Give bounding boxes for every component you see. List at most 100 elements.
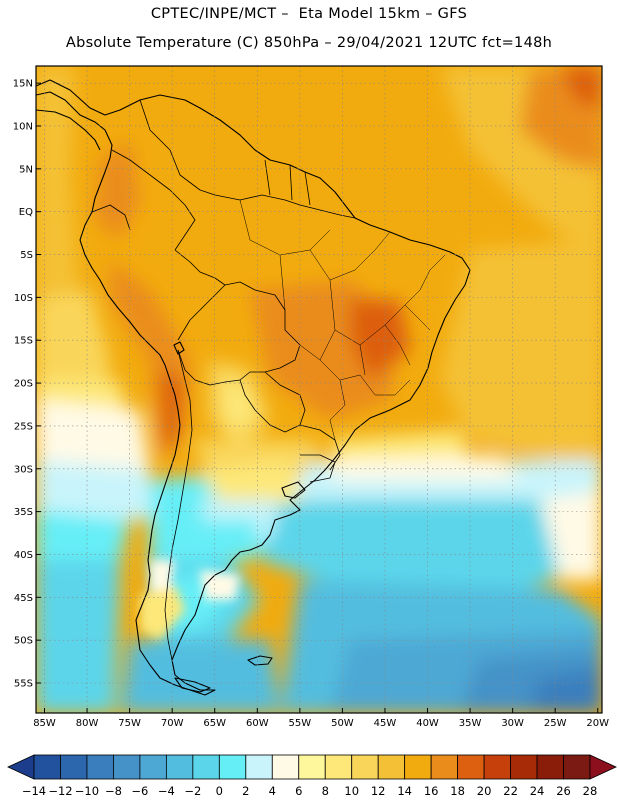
- lat-tick-label: 5N: [19, 164, 33, 175]
- lat-tick-label: 55S: [14, 679, 33, 690]
- colorbar-label: 2: [242, 784, 249, 798]
- border-bolivia: [177, 281, 301, 386]
- border-peru-brazil: [174, 249, 226, 286]
- lat-tick-label: 15S: [14, 336, 33, 347]
- colorbar-swatch: [298, 754, 326, 780]
- colorbar-swatch: [457, 754, 485, 780]
- colorbar-swatch: [271, 754, 300, 780]
- lon-tick-label: 50W: [331, 718, 354, 729]
- colorbar-label: 0: [216, 784, 223, 798]
- map-frame: [35, 65, 603, 714]
- colorbar-swatch: [377, 754, 406, 780]
- lon-tick-label: 30W: [501, 718, 524, 729]
- lon-tick-label: 75W: [118, 718, 141, 729]
- border-brazil-states: [239, 199, 446, 441]
- colorbar-label: 14: [397, 784, 412, 798]
- colorbar-swatch: [86, 754, 114, 780]
- chart-title-line2: Absolute Temperature (C) 850hPa – 29/04/…: [65, 35, 553, 51]
- colorbar-swatch: [165, 754, 194, 780]
- colorbar-label: 12: [371, 784, 386, 798]
- colorbar-label: −8: [105, 784, 122, 798]
- lat-tick-label: 35S: [14, 507, 33, 518]
- lat-tick-label: 20S: [14, 379, 33, 390]
- lat-tick-label: 25S: [14, 421, 33, 432]
- colorbar-high-arrow: [589, 754, 617, 780]
- colorbar-swatch: [351, 754, 379, 780]
- colorbar-label: 16: [424, 784, 439, 798]
- colorbar-swatch: [218, 754, 247, 780]
- colorbar-label: −12: [48, 784, 72, 798]
- colorbar-label: 18: [450, 784, 465, 798]
- border-venezuela-brazil: [214, 194, 356, 219]
- border-colombia-peru: [111, 149, 196, 251]
- border-guianas: [264, 159, 311, 206]
- lat-tick-label: 10N: [13, 121, 33, 132]
- colorbar-label: −2: [184, 784, 201, 798]
- colorbar-labels: −14 −12 −10 −8 −6 −4 −2 0 2 4 6 8 10 12 14 16 18 20 22 24 26…: [22, 784, 597, 798]
- colorbar-swatch: [404, 754, 432, 780]
- border-colombia-venezuela: [139, 99, 216, 196]
- temperature-field: [36, 66, 602, 713]
- tierra-del-fuego: [174, 677, 211, 693]
- lake-titicaca: [173, 341, 185, 355]
- lat-tick-label: 50S: [14, 636, 33, 647]
- colorbar-label: 24: [530, 784, 545, 798]
- colorbar-swatch: [324, 754, 353, 780]
- lat-tick-label: 5S: [20, 250, 33, 261]
- colorbar-label: 26: [556, 784, 571, 798]
- colorbar: [7, 754, 617, 780]
- colorbar-label: 6: [295, 784, 302, 798]
- lat-tick-label: 30S: [14, 464, 33, 475]
- lat-tick-label: EQ: [19, 207, 33, 218]
- colorbar-swatch: [33, 754, 61, 780]
- colorbar-swatch: [483, 754, 511, 780]
- lon-tick-label: 55W: [289, 718, 312, 729]
- colorbar-label: 20: [477, 784, 492, 798]
- lon-tick-label: 70W: [161, 718, 184, 729]
- lon-tick-label: 35W: [459, 718, 482, 729]
- colorbar-label: −10: [75, 784, 99, 798]
- colorbar-swatch: [563, 754, 591, 780]
- border-peru-bolivia: [177, 284, 226, 341]
- colorbar-label: 28: [583, 784, 598, 798]
- country-borders: [91, 99, 446, 661]
- lon-tick-label: 45W: [374, 718, 397, 729]
- colorbar-swatch: [245, 754, 273, 780]
- central-america-coastline: [36, 109, 101, 151]
- colorbar-swatch: [139, 754, 167, 780]
- colorbar-swatch: [60, 754, 88, 780]
- lat-tick-label: 10S: [14, 293, 33, 304]
- colorbar-label: 4: [269, 784, 276, 798]
- lon-tick-label: 40W: [416, 718, 439, 729]
- falkland-islands: [247, 655, 273, 666]
- latitude-axis: 15N 10N 5N EQ 5S 10S 15S 20S 25S 30S 35S 40S 45S 50S 5…: [13, 79, 41, 690]
- lat-tick-label: 40S: [14, 550, 33, 561]
- longitude-axis: 85W 80W 75W 70W 65W 60W 55W 50W 45W 40W 35W 30W 25W 2…: [33, 708, 609, 729]
- lon-tick-label: 20W: [586, 718, 609, 729]
- lat-tick-label: 15N: [13, 79, 33, 90]
- colorbar-swatch: [510, 754, 538, 780]
- colorbar-swatch: [430, 754, 459, 780]
- border-uruguay: [300, 454, 336, 483]
- colorbar-label: 10: [344, 784, 359, 798]
- border-chile-argentina: [164, 349, 193, 661]
- chart-title-line1: CPTEC/INPE/MCT – Eta Model 15km – GFS: [150, 6, 468, 22]
- border-ecuador: [91, 204, 131, 231]
- lat-tick-label: 45S: [14, 593, 33, 604]
- lon-tick-label: 65W: [203, 718, 226, 729]
- colorbar-swatch: [536, 754, 564, 780]
- colorbar-label: −6: [131, 784, 148, 798]
- lon-tick-label: 25W: [544, 718, 567, 729]
- south-america-coastline: [36, 79, 471, 696]
- colorbar-label: 22: [503, 784, 518, 798]
- lon-tick-label: 80W: [76, 718, 99, 729]
- lon-tick-label: 85W: [33, 718, 56, 729]
- lon-tick-label: 60W: [246, 718, 269, 729]
- colorbar-label: −14: [22, 784, 46, 798]
- colorbar-swatch: [113, 754, 141, 780]
- colorbar-swatch: [192, 754, 220, 780]
- colorbar-low-arrow: [7, 754, 35, 780]
- colorbar-label: 8: [322, 784, 329, 798]
- colorbar-label: −4: [158, 784, 175, 798]
